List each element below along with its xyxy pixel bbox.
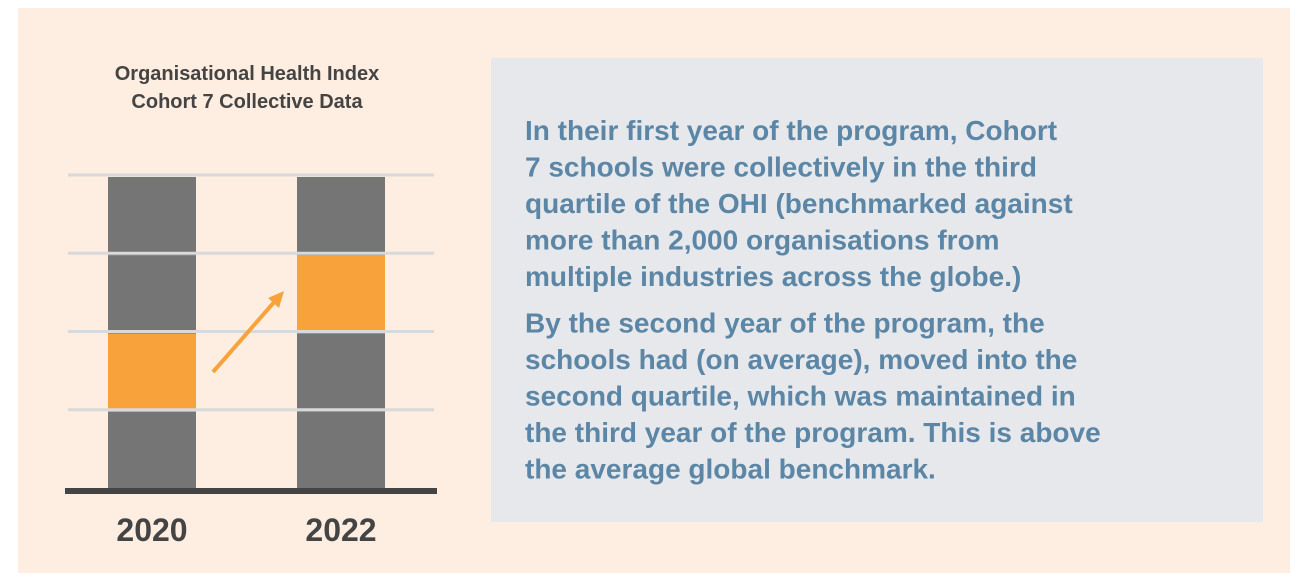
x-tick-label: 2020 bbox=[116, 512, 187, 548]
panel-text: multiple industries across the globe.) bbox=[525, 261, 1021, 292]
bar-segment bbox=[297, 411, 385, 490]
bar-segment bbox=[297, 177, 385, 256]
arrow-head bbox=[268, 291, 284, 308]
panel-text: the third year of the program. This is a… bbox=[525, 417, 1101, 448]
highlight-segment bbox=[108, 333, 196, 412]
bar-segment bbox=[297, 333, 385, 412]
highlight-segment bbox=[297, 255, 385, 334]
bar-segment bbox=[108, 177, 196, 256]
arrow bbox=[211, 298, 278, 374]
bar-segment bbox=[108, 255, 196, 334]
panel-text: By the second year of the program, the bbox=[525, 308, 1045, 339]
panel-text: quartile of the OHI (benchmarked against bbox=[525, 188, 1073, 219]
chart-title: Organisational Health Index bbox=[115, 63, 380, 85]
panel-text: schools had (on average), moved into the bbox=[525, 344, 1077, 375]
panel-text: second quartile, which was maintained in bbox=[525, 381, 1076, 412]
bar-segment bbox=[108, 411, 196, 490]
x-tick-label: 2022 bbox=[305, 512, 376, 548]
panel-text: the average global benchmark. bbox=[525, 454, 936, 485]
panel-text: more than 2,000 organisations from bbox=[525, 225, 1000, 256]
panel-text: In their first year of the program, Coho… bbox=[525, 115, 1057, 146]
chart-title: Cohort 7 Collective Data bbox=[131, 91, 363, 113]
panel-text: 7 schools were collectively in the third bbox=[525, 152, 1037, 183]
text-panel bbox=[491, 58, 1263, 522]
